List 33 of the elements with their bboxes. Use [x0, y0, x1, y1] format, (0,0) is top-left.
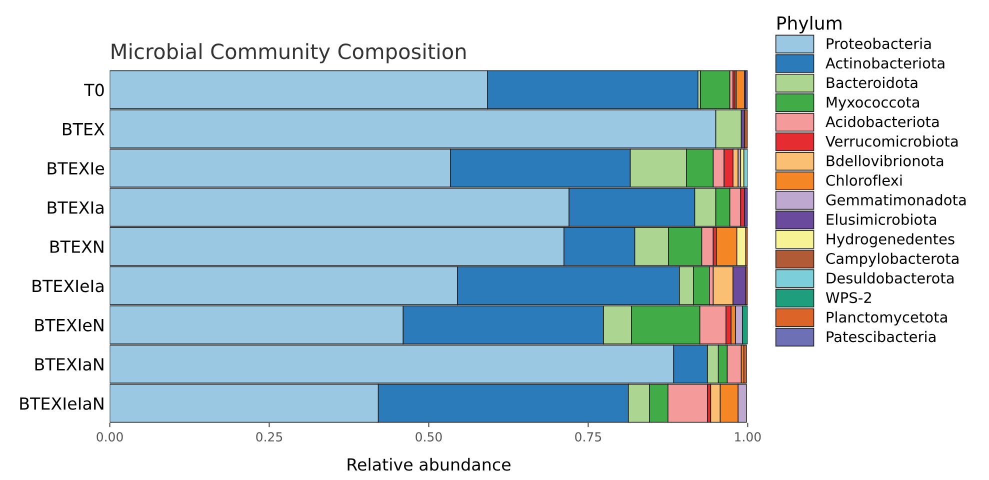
x-tick-label: 1.00 [735, 432, 761, 442]
x-tick-label: 0.25 [256, 432, 282, 442]
legend-label: Actinobacteriota [826, 57, 944, 69]
legend-label: Bdellovibrionota [826, 155, 944, 166]
y-tick-label: BTEXN [50, 240, 104, 253]
legend-label: Chloroflexi [826, 174, 902, 186]
y-tick-label: BTEXIa [48, 201, 104, 214]
legend-label: Planctomycetota [826, 311, 947, 326]
legend-label: Bacteroidota [826, 76, 918, 88]
y-tick-label: BTEXIeN [35, 319, 104, 332]
y-tick-label: BTEX [62, 123, 104, 136]
x-axis-title: Relative abundance [348, 458, 510, 471]
legend-label: Proteobacteria [826, 38, 931, 50]
y-tick-label: BTEXIeIaN [20, 397, 104, 410]
legend-label: Gemmatimonadota [826, 194, 966, 206]
legend-label: Acidobacteriota [826, 116, 939, 128]
x-tick-label: 0.00 [96, 432, 123, 442]
y-tick-label: T0 [84, 84, 104, 96]
legend-label: WPS-2 [826, 292, 871, 304]
legend-label: Verrucomicrobiota [826, 135, 958, 147]
y-tick-label: BTEXIeIa [32, 280, 104, 292]
chart-title: Microbial Community Composition [112, 43, 466, 64]
x-tick-label: 0.75 [575, 432, 602, 442]
legend-label: Campylobacterota [826, 252, 958, 267]
y-tick-label: BTEXIe [48, 162, 104, 175]
legend-title: Phylum [778, 16, 842, 34]
legend-label: Elusimicrobiota [826, 214, 936, 225]
x-tick-label: 0.50 [416, 432, 442, 442]
legend-label: Hydrogenedentes [826, 233, 954, 248]
y-tick-label: BTEXIaN [35, 358, 104, 371]
legend-label: Patescibacteria [826, 330, 936, 342]
legend-label: Desuldobacterota [826, 272, 954, 284]
legend-label: Myxococcota [826, 96, 919, 111]
